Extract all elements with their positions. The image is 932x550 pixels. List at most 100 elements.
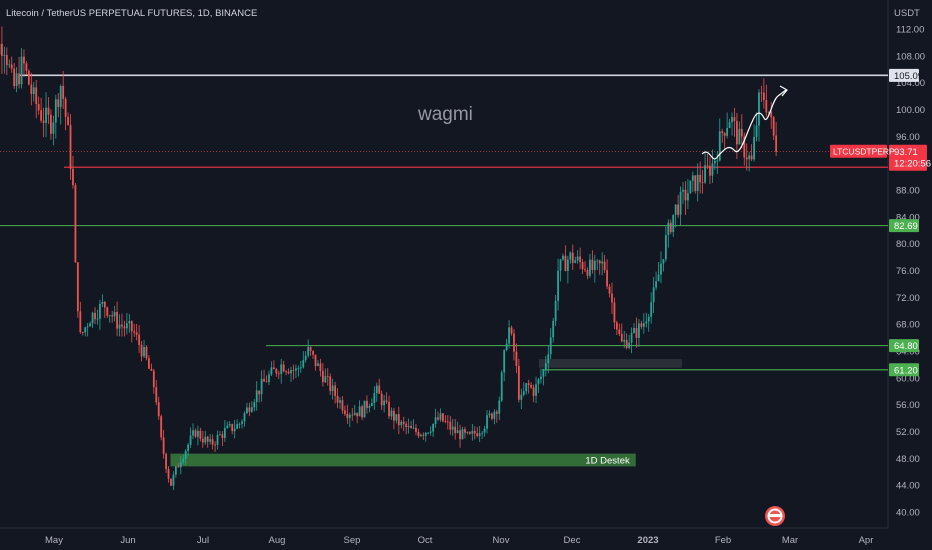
bearish-candle bbox=[319, 363, 322, 371]
bullish-candle bbox=[576, 256, 579, 261]
bearish-candle bbox=[194, 430, 197, 437]
bullish-candle bbox=[108, 315, 111, 317]
bearish-candle bbox=[571, 252, 574, 263]
bullish-candle bbox=[128, 321, 131, 324]
bearish-candle bbox=[351, 414, 354, 416]
zones-layer: 1D Destek bbox=[170, 359, 682, 467]
bearish-candle bbox=[263, 378, 265, 382]
bullish-candle bbox=[358, 406, 361, 417]
bearish-candle bbox=[214, 444, 216, 446]
bullish-candle bbox=[299, 367, 302, 369]
bullish-candle bbox=[370, 403, 373, 407]
bullish-candle bbox=[412, 427, 415, 429]
bullish-candle bbox=[574, 260, 577, 263]
bullish-candle bbox=[226, 425, 229, 429]
bearish-candle bbox=[606, 270, 608, 287]
bearish-candle bbox=[366, 400, 368, 408]
bearish-candle bbox=[740, 128, 743, 137]
bearish-candle bbox=[79, 311, 82, 333]
bullish-candle bbox=[353, 412, 356, 415]
support-zone-label: 1D Destek bbox=[585, 455, 630, 466]
bearish-candle bbox=[684, 189, 687, 201]
bearish-candle bbox=[772, 117, 775, 136]
bearish-candle bbox=[581, 262, 584, 270]
bullish-candle bbox=[290, 369, 292, 374]
bearish-candle bbox=[640, 323, 643, 327]
bearish-candle bbox=[603, 261, 606, 271]
candles-layer bbox=[0, 26, 778, 490]
bullish-candle bbox=[657, 274, 660, 282]
bearish-candle bbox=[285, 371, 288, 373]
bearish-candle bbox=[35, 87, 38, 105]
bullish-candle bbox=[456, 430, 459, 434]
candle-countdown: 12:20:56 bbox=[894, 159, 931, 170]
bearish-candle bbox=[694, 175, 697, 191]
bullish-candle bbox=[569, 252, 572, 260]
bearish-candle bbox=[613, 302, 616, 323]
bearish-candle bbox=[25, 63, 28, 71]
bearish-candle bbox=[422, 434, 425, 436]
bearish-candle bbox=[532, 387, 535, 396]
bearish-candle bbox=[27, 70, 30, 85]
bearish-candle bbox=[709, 165, 711, 176]
bearish-candle bbox=[265, 381, 268, 383]
bullish-candle bbox=[753, 136, 755, 160]
currency-label: USDT bbox=[894, 8, 920, 19]
bearish-candle bbox=[157, 402, 160, 417]
y-tick-label: 100.00 bbox=[896, 105, 925, 116]
bullish-candle bbox=[596, 260, 599, 262]
bearish-candle bbox=[275, 369, 278, 374]
bearish-candle bbox=[76, 262, 79, 312]
green-3-price-tag-label: 61.20 bbox=[894, 365, 918, 376]
projection-arrow bbox=[701, 89, 787, 160]
bullish-candle bbox=[439, 413, 442, 420]
green-2-price-tag bbox=[889, 339, 919, 353]
bearish-candle bbox=[733, 117, 736, 121]
bullish-candle bbox=[15, 73, 18, 87]
bullish-candle bbox=[682, 189, 684, 192]
bearish-candle bbox=[579, 256, 582, 263]
y-tick-label: 48.00 bbox=[896, 454, 920, 465]
bullish-candle bbox=[331, 385, 334, 392]
bullish-candle bbox=[424, 432, 427, 436]
bearish-candle bbox=[446, 421, 449, 423]
bearish-candle bbox=[405, 423, 408, 428]
bullish-candle bbox=[488, 413, 491, 416]
bullish-candle bbox=[674, 204, 677, 215]
bearish-candle bbox=[312, 351, 314, 355]
bearish-candle bbox=[199, 430, 202, 439]
y-tick-label: 108.00 bbox=[896, 51, 925, 62]
bullish-candle bbox=[755, 125, 758, 137]
bullish-candle bbox=[691, 175, 694, 181]
tradingview-logo-icon[interactable] bbox=[765, 506, 785, 526]
bullish-candle bbox=[304, 355, 307, 361]
bullish-candle bbox=[125, 323, 128, 329]
bullish-candle bbox=[503, 349, 506, 373]
bullish-candle bbox=[45, 107, 47, 123]
y-tick-label: 52.00 bbox=[896, 427, 920, 438]
bearish-candle bbox=[378, 385, 381, 394]
y-tick-label: 40.00 bbox=[896, 508, 920, 519]
bullish-candle bbox=[59, 86, 62, 108]
y-tick-label: 44.00 bbox=[896, 481, 920, 492]
bearish-candle bbox=[743, 136, 746, 158]
bullish-candle bbox=[525, 383, 528, 392]
bullish-candle bbox=[679, 191, 682, 215]
bearish-candle bbox=[201, 438, 204, 443]
bearish-candle bbox=[30, 84, 33, 95]
bullish-candle bbox=[493, 411, 496, 419]
x-tick-label: Oct bbox=[418, 535, 433, 546]
bullish-candle bbox=[748, 155, 751, 160]
bearish-candle bbox=[515, 351, 518, 366]
y-tick-label: 80.00 bbox=[896, 239, 920, 250]
bearish-candle bbox=[770, 111, 773, 118]
wagmi-annotation: wagmi bbox=[417, 104, 473, 125]
bearish-candle bbox=[598, 260, 601, 264]
bullish-candle bbox=[728, 122, 731, 129]
bearish-candle bbox=[138, 334, 141, 345]
bullish-candle bbox=[552, 320, 555, 338]
bullish-candle bbox=[562, 255, 564, 260]
bullish-candle bbox=[601, 261, 604, 264]
bullish-candle bbox=[655, 281, 657, 288]
